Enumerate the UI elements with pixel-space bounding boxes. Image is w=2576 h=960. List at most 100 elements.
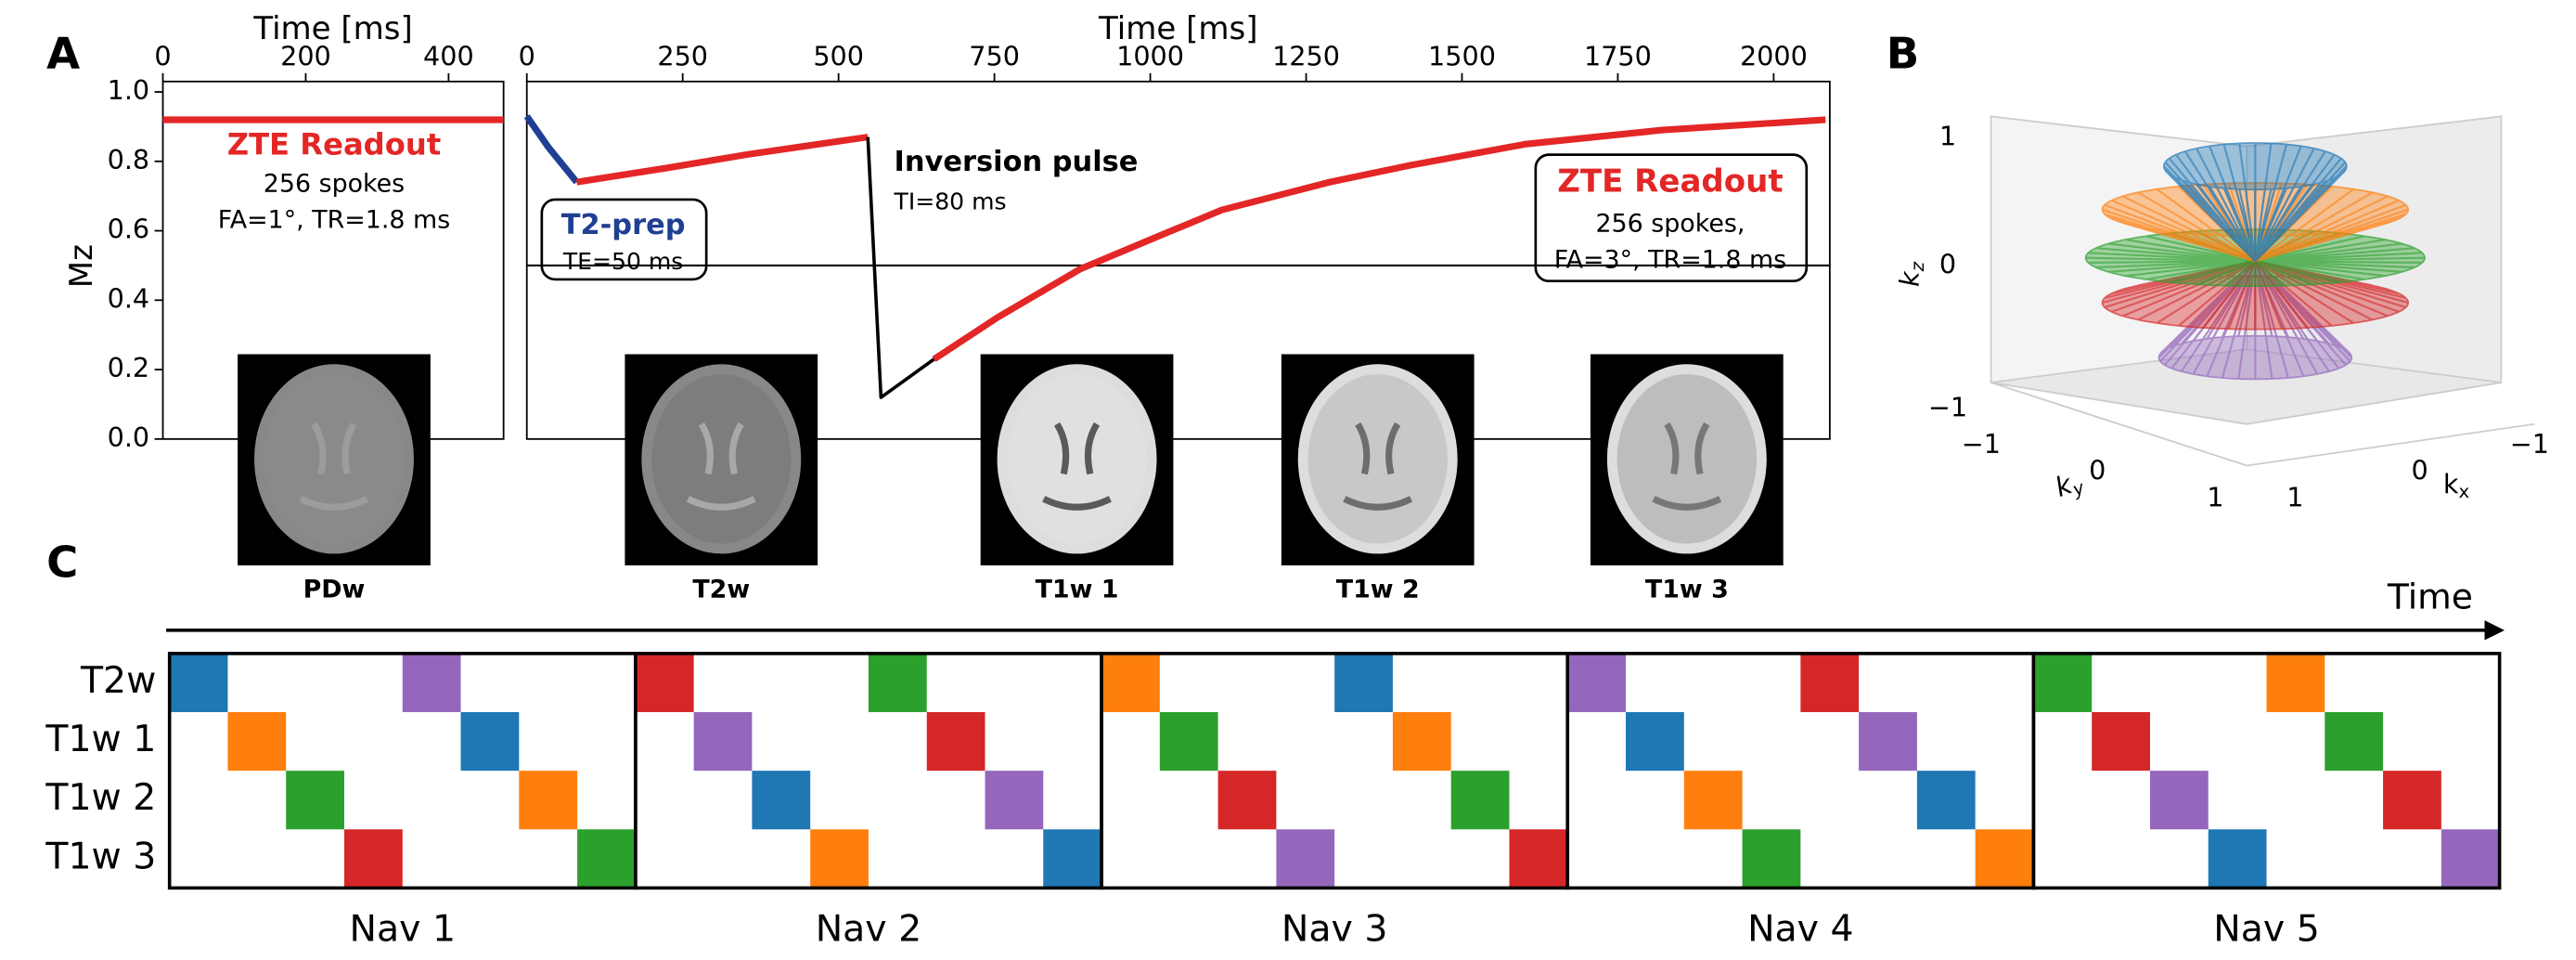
spoke (2254, 260, 2273, 337)
annotation: Inversion pulse (895, 146, 1139, 178)
order-cell (926, 712, 985, 772)
order-cell (985, 771, 1044, 830)
spoke (2108, 242, 2256, 263)
spoke (2254, 146, 2302, 262)
spoke (2237, 260, 2257, 337)
cone (2162, 142, 2348, 262)
nav-block (2031, 652, 2502, 890)
brain-image (1281, 354, 1475, 565)
x-tick-label: 1750 (1584, 41, 1652, 72)
ky-tick-label: 1 (2207, 481, 2223, 512)
spoke (2122, 195, 2256, 263)
x-axis-label: Time [ms] (1098, 10, 1257, 47)
order-cell (577, 829, 636, 889)
panel-label: C (46, 537, 78, 587)
spoke (2255, 239, 2386, 263)
nav-label: Nav 1 (350, 907, 457, 950)
kx-tick-label: 1 (2286, 481, 2303, 512)
y-tick-label: 0.4 (108, 282, 150, 314)
order-cell (1626, 712, 1684, 772)
nav-label: Nav 3 (1282, 907, 1388, 950)
spoke (2196, 148, 2257, 262)
cone-rim (2162, 142, 2348, 191)
spoke (2175, 153, 2257, 262)
order-cell (343, 829, 403, 889)
brain-image (980, 354, 1174, 565)
order-cell (2092, 712, 2150, 772)
order-cell (1276, 829, 1335, 889)
nav-label: Nav 5 (2213, 907, 2320, 950)
spoke (2255, 260, 2386, 278)
spoke (2227, 260, 2257, 330)
image-label: T1w 1 (1036, 575, 1119, 603)
spoke (2254, 260, 2283, 330)
spoke (2254, 148, 2315, 262)
spoke (2192, 260, 2257, 375)
spoke (2254, 195, 2389, 263)
series-line (575, 116, 1826, 362)
kx-tick-label: 0 (2412, 455, 2428, 486)
time-arrow-head (2484, 620, 2505, 641)
x-tick-label: 200 (280, 41, 331, 72)
order-cell (2149, 771, 2209, 830)
brain-image (1590, 354, 1784, 565)
order-cell (519, 771, 578, 830)
image-label: T1w 3 (1645, 575, 1729, 603)
spoke (2180, 260, 2257, 344)
spoke (2170, 260, 2256, 284)
annotation: FA=1°, TR=1.8 ms (218, 206, 450, 235)
order-cell (2208, 829, 2267, 889)
series-line (866, 136, 935, 399)
time-label: Time (2387, 576, 2473, 616)
spoke (2224, 260, 2257, 287)
image-label: PDw (303, 575, 366, 603)
x-tick-label: 1250 (1272, 41, 1340, 72)
brain-image (625, 354, 818, 565)
spoke (2254, 199, 2400, 263)
ky-tick-label: 0 (2089, 455, 2106, 486)
y-tick-label: 0.2 (108, 352, 150, 383)
ventricles (299, 422, 369, 511)
order-cell (752, 771, 811, 830)
spoke (2255, 252, 2423, 263)
order-cell (1450, 771, 1510, 830)
cone (2084, 228, 2426, 287)
spoke (2254, 144, 2288, 262)
y-tick-label: 1.0 (108, 74, 150, 106)
order-cell (227, 712, 287, 772)
brain (1307, 374, 1448, 544)
row-label: T1w 3 (45, 835, 156, 877)
spoke (2206, 260, 2257, 340)
y-tick-label: 0.8 (108, 144, 150, 175)
brain (651, 374, 792, 544)
plot-frame (525, 80, 1831, 440)
order-cell (286, 771, 344, 830)
spoke (2111, 199, 2256, 263)
spoke (2254, 260, 2286, 287)
ky-label: ky (2051, 464, 2087, 505)
brain-image (238, 354, 431, 565)
spoke (2137, 260, 2256, 321)
brain (264, 374, 405, 544)
y-tick-label: 0.6 (108, 214, 150, 245)
kz-tick-label: 0 (1939, 249, 1956, 280)
annotation: TI=80 ms (894, 188, 1007, 215)
order-cell (1217, 771, 1277, 830)
order-cell (1392, 712, 1451, 772)
x-tick-label: 1000 (1116, 41, 1184, 72)
order-cell (1859, 712, 1917, 772)
annotation: ZTE Readout (227, 127, 442, 162)
annotation: 256 spokes (264, 169, 405, 198)
order-cell (1043, 829, 1102, 889)
order-cell (460, 712, 520, 772)
series-line (523, 114, 580, 185)
x-tick-label: 0 (519, 41, 535, 72)
x-tick-label: 400 (423, 41, 474, 72)
row-label: T1w 1 (45, 718, 156, 760)
order-cell (169, 653, 228, 713)
ventricles (1343, 422, 1413, 511)
kx-label: kx (2443, 468, 2469, 502)
spoke (2125, 239, 2256, 263)
order-cell (693, 712, 753, 772)
order-cell (2441, 829, 2500, 889)
